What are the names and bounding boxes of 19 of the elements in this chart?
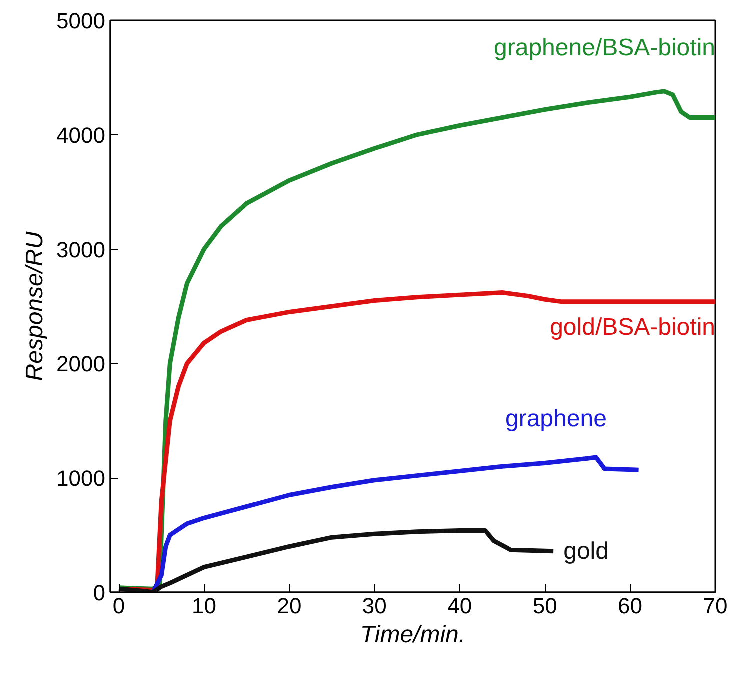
series-label: gold <box>564 538 609 565</box>
y-axis-title: Response/RU <box>22 231 49 382</box>
series-label: graphene <box>505 406 607 433</box>
x-tick-label: 70 <box>703 594 728 618</box>
y-tick-label: 2000 <box>56 352 106 377</box>
y-tick-label: 5000 <box>56 8 106 34</box>
x-tick-label: 50 <box>532 594 558 618</box>
x-tick-label: 30 <box>362 594 387 618</box>
x-axis-title: Time/min. <box>360 622 466 648</box>
series-label: gold/BSA-biotin <box>550 314 716 341</box>
x-tick-label: 60 <box>618 594 643 618</box>
x-tick-label: 20 <box>277 594 302 618</box>
x-tick-label: 0 <box>112 594 126 618</box>
y-tick-label: 3000 <box>56 237 106 262</box>
x-tick-label: 40 <box>448 594 472 618</box>
x-tick-label: 10 <box>192 594 216 618</box>
y-tick-label: 1000 <box>56 466 106 492</box>
text: graphene/BSA-biotin <box>494 34 716 62</box>
y-tick-label: 4000 <box>56 122 106 148</box>
